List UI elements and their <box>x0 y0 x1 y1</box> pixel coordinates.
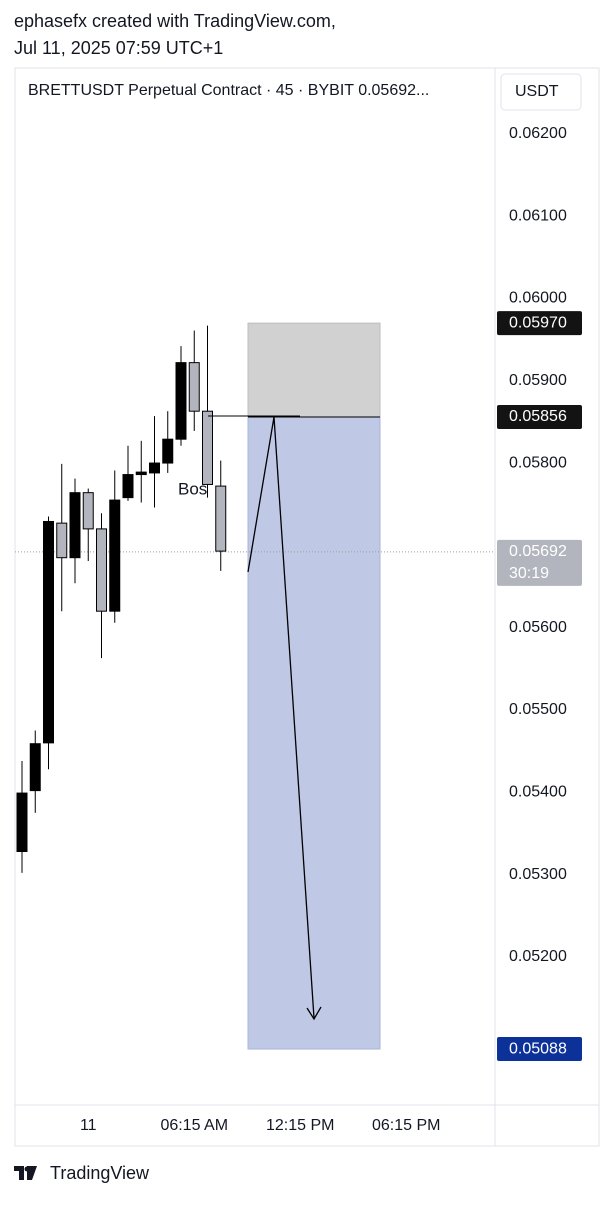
candle-body <box>135 471 147 476</box>
stop-label: 0.05970 <box>509 314 567 331</box>
y-tick-label: 0.06000 <box>509 290 567 307</box>
x-tick-label: 06:15 AM <box>160 1117 228 1134</box>
stop-zone <box>247 322 381 418</box>
stop-label-bg <box>497 311 582 336</box>
x-tick-label: 11 <box>80 1117 97 1134</box>
candle-body <box>149 462 160 474</box>
y-tick-label: 0.05200 <box>509 948 567 965</box>
currency: USDT <box>515 83 559 100</box>
frame <box>14 67 600 1147</box>
x-tick-label: 06:15 PM <box>372 1117 440 1134</box>
candle-body <box>69 492 81 559</box>
candle-body <box>122 474 134 499</box>
candle-body <box>56 522 68 559</box>
chart-title: BRETTUSDT Perpetual Contract · 45 · BYBI… <box>28 82 429 99</box>
candle-body <box>82 492 94 530</box>
y-tick-label: 0.06100 <box>509 207 567 224</box>
candle-body <box>215 485 227 552</box>
y-tick-label: 0.05300 <box>509 866 567 883</box>
target-label-bg <box>497 1037 582 1062</box>
last-price-label: 0.05692 <box>509 543 567 560</box>
y-tick-label: 0.05500 <box>509 701 567 718</box>
annotation: Bos <box>178 479 207 498</box>
logo <box>14 1166 37 1180</box>
candle-body <box>175 362 187 440</box>
entry-label-bg <box>497 404 582 429</box>
y-tick-label: 0.05800 <box>509 454 567 471</box>
target-label: 0.05088 <box>509 1040 567 1057</box>
y-tick-label: 0.06200 <box>509 125 567 142</box>
candle-body <box>162 438 174 464</box>
candle-body <box>29 743 41 792</box>
y-tick-label: 0.05400 <box>509 783 567 800</box>
arrow-path <box>247 416 315 1019</box>
entry-label: 0.05856 <box>509 408 567 425</box>
candle-body <box>109 499 121 612</box>
candle-body <box>96 528 107 612</box>
x-tick-label: 12:15 PM <box>266 1117 334 1134</box>
countdown: 30:19 <box>509 565 549 582</box>
header-line: Jul 11, 2025 07:59 UTC+1 <box>14 38 223 58</box>
candle-body <box>188 362 200 412</box>
header-line: ephasefx created with TradingView.com, <box>14 11 336 31</box>
target-zone <box>247 416 381 1050</box>
y-tick-label: 0.05900 <box>509 372 567 389</box>
currency-box <box>500 73 582 111</box>
candle-body <box>16 792 28 853</box>
candle-body <box>202 410 213 485</box>
brand: TradingView <box>50 1163 150 1183</box>
last-price-label-bg <box>497 539 582 586</box>
candle-body <box>43 520 54 744</box>
y-tick-label: 0.05600 <box>509 619 567 636</box>
arrow-head <box>306 1006 322 1021</box>
